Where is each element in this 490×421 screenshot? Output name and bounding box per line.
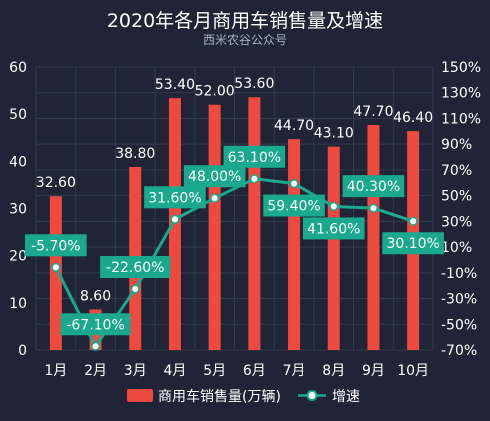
growth-point[interactable] <box>408 216 418 226</box>
growth-label-text: -67.10% <box>66 317 124 333</box>
x-tick-label: 2月 <box>84 363 107 379</box>
growth-point[interactable] <box>289 178 299 189</box>
bar-value-label: 32.60 <box>36 175 76 191</box>
y-left-tick-label: 0 <box>18 343 27 359</box>
y-right-tick-label: -30% <box>441 292 477 308</box>
growth-label-box <box>144 186 206 209</box>
growth-label-box <box>302 217 365 240</box>
axes: 0 10 20 30 40 50 60 -70% -50% -30% -10% 10% 30% 50% 70… <box>9 60 481 379</box>
legend-bar-label[interactable]: 商用车销售量(万辆) <box>158 388 281 405</box>
growth-value-label: 41.60% <box>302 217 365 240</box>
y-right-tick-label: 50% <box>441 189 472 205</box>
bar[interactable] <box>327 146 340 350</box>
growth-point[interactable] <box>329 201 339 211</box>
growth-value-label: -22.60% <box>100 256 171 279</box>
growth-value-label: 59.40% <box>263 194 325 217</box>
y-left-tick-label: 20 <box>9 249 27 265</box>
y-left-tick-label: 10 <box>9 296 27 312</box>
growth-label-box <box>100 256 171 279</box>
legend-line-label[interactable]: 增速 <box>332 389 360 405</box>
bar-value-label: 43.10 <box>314 126 354 142</box>
bar[interactable] <box>367 125 380 350</box>
growth-label-box <box>60 313 131 336</box>
bar-labels: 32.60 8.60 38.80 53.40 52.00 53.60 44.70 43.10 4… <box>36 76 433 304</box>
legend-bar-swatch[interactable] <box>127 389 153 402</box>
growth-point[interactable] <box>368 203 379 213</box>
grid-lines <box>35 66 434 351</box>
bar-value-label: 46.40 <box>393 110 433 126</box>
growth-point[interactable] <box>210 193 220 203</box>
growth-label-text: -22.60% <box>106 260 164 276</box>
y-left-tick-label: 40 <box>9 154 27 170</box>
bar-value-label: 44.70 <box>274 118 314 134</box>
growth-label-box <box>223 145 286 168</box>
bar-value-label: 53.60 <box>234 76 274 92</box>
growth-label-text: 48.00% <box>188 169 241 185</box>
growth-label-box <box>183 165 246 188</box>
x-tick-label: 3月 <box>124 363 147 379</box>
line-labels: -5.70% -67.10% -22.60% 31.60% 48.00% 63.10% 59… <box>25 145 444 336</box>
y-left-tick-label: 60 <box>9 60 27 76</box>
chart-title: 2020年各月商用车销售量及增速 <box>107 10 383 32</box>
growth-point[interactable] <box>91 341 101 351</box>
x-tick-label: 9月 <box>362 363 385 379</box>
growth-label-text: 59.40% <box>267 199 320 215</box>
y-right-tick-label: 90% <box>441 137 472 153</box>
bar[interactable] <box>168 98 181 350</box>
x-tick-label: 7月 <box>283 363 306 379</box>
growth-label-box <box>342 175 405 198</box>
y-right-tick-label: 10% <box>441 240 472 256</box>
bar[interactable] <box>208 104 221 350</box>
growth-label-box <box>263 194 325 217</box>
chart-subtitle: 西米农谷公众号 <box>203 33 287 47</box>
y-right-tick-label: 30% <box>441 214 472 230</box>
growth-label-box <box>382 232 444 255</box>
y-left-tick-label: 30 <box>9 202 27 218</box>
growth-value-label: -5.70% <box>25 234 87 257</box>
y-right-tick-label: 70% <box>441 163 472 179</box>
x-tick-label: 10月 <box>397 363 429 379</box>
growth-label-text: 30.10% <box>386 236 439 252</box>
y-right-tick-label: 130% <box>441 86 481 102</box>
bar-value-label: 8.60 <box>80 288 111 304</box>
y-right-tick-label: 110% <box>441 111 481 127</box>
legend: 商用车销售量(万辆) 增速 <box>127 388 360 405</box>
growth-label-text: -5.70% <box>31 238 81 254</box>
x-tick-label: 4月 <box>163 363 186 379</box>
growth-value-label: 31.60% <box>144 186 206 209</box>
growth-label-box <box>25 234 87 257</box>
y-right-tick-label: -50% <box>441 317 477 333</box>
legend-line-marker[interactable] <box>306 390 318 401</box>
growth-label-text: 63.10% <box>228 150 281 166</box>
bar[interactable] <box>288 139 301 350</box>
growth-label-text: 31.60% <box>148 190 201 206</box>
growth-value-label: 63.10% <box>223 145 286 168</box>
growth-label-text: 40.30% <box>347 179 400 195</box>
bar-value-label: 53.40 <box>155 77 195 93</box>
growth-value-label: 40.30% <box>342 175 405 198</box>
growth-point[interactable] <box>170 214 180 224</box>
growth-point[interactable] <box>51 262 61 272</box>
y-right-tick-label: 150% <box>441 60 481 76</box>
growth-value-label: -67.10% <box>60 313 131 336</box>
growth-value-label: 30.10% <box>382 232 444 255</box>
y-right-tick-label: -10% <box>441 266 477 282</box>
bar-value-label: 47.70 <box>353 104 393 120</box>
bar-value-label: 52.00 <box>195 84 235 100</box>
bar-value-label: 38.80 <box>115 146 155 162</box>
x-tick-label: 1月 <box>44 363 67 379</box>
growth-point[interactable] <box>130 284 140 294</box>
y-right-tick-label: -70% <box>441 343 477 359</box>
growth-value-label: 48.00% <box>183 165 246 188</box>
x-tick-label: 8月 <box>322 363 345 379</box>
x-tick-label: 6月 <box>243 363 266 379</box>
y-left-tick-label: 50 <box>9 107 27 123</box>
x-tick-label: 5月 <box>203 363 226 379</box>
growth-label-text: 41.60% <box>307 221 360 237</box>
bar[interactable] <box>248 97 261 350</box>
growth-point[interactable] <box>249 174 259 184</box>
